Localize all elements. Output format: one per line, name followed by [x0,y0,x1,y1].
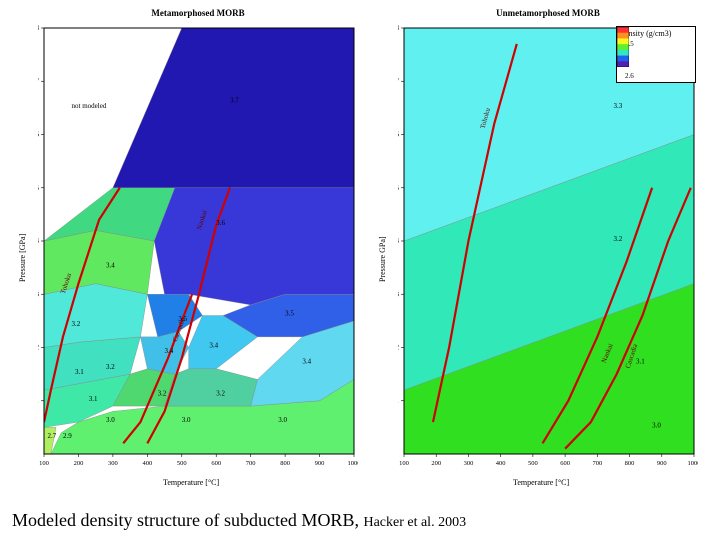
svg-text:3.2: 3.2 [106,363,115,371]
svg-text:3: 3 [398,290,400,298]
left-ylabel: Pressure [GPa] [18,234,27,282]
svg-text:7: 7 [398,77,400,85]
svg-text:5: 5 [398,184,400,192]
left-panel: Metamorphosed MORB TohokuCascadiaNankai2… [38,22,358,472]
svg-text:3.4: 3.4 [106,262,115,270]
svg-text:3.2: 3.2 [613,235,622,243]
svg-text:3.0: 3.0 [182,416,191,424]
svg-text:3.6: 3.6 [216,219,225,227]
svg-text:3.4: 3.4 [209,342,218,350]
left-title: Metamorphosed MORB [38,8,358,18]
svg-text:100: 100 [39,460,49,467]
right-ylabel: Pressure GPa] [378,236,387,282]
svg-text:3.2: 3.2 [158,389,167,397]
figure-container: Metamorphosed MORB TohokuCascadiaNankai2… [0,0,720,505]
caption-main: Modeled density structure of subducted M… [12,510,363,530]
svg-text:4: 4 [398,237,400,245]
svg-text:8: 8 [398,24,400,32]
svg-text:600: 600 [211,460,221,467]
svg-text:700: 700 [246,460,256,467]
svg-text:3.1: 3.1 [636,357,645,365]
svg-text:900: 900 [657,460,667,467]
svg-text:200: 200 [74,460,84,467]
svg-text:8: 8 [38,24,40,32]
svg-text:2: 2 [398,344,400,352]
svg-text:3.4: 3.4 [165,347,174,355]
svg-text:3.5: 3.5 [285,310,294,318]
svg-text:1000: 1000 [348,460,359,467]
right-panel: Unmetamorphosed MORB TohokuNankaiCascadi… [398,22,698,472]
svg-text:2: 2 [38,344,40,352]
right-plot: TohokuNankaiCascadia3.03.13.23.310020030… [398,22,698,472]
svg-text:500: 500 [528,460,538,467]
svg-text:7: 7 [38,77,40,85]
svg-text:400: 400 [496,460,506,467]
svg-text:800: 800 [280,460,290,467]
svg-text:100: 100 [399,460,409,467]
right-title: Unmetamorphosed MORB [398,8,698,18]
svg-text:3.1: 3.1 [75,368,84,376]
left-xlabel: Temperature [°C] [163,478,219,487]
left-plot: TohokuCascadiaNankai2.72.93.03.03.03.13.… [38,22,358,472]
svg-text:3.4: 3.4 [302,357,311,365]
legend-min: 2.6 [625,72,634,80]
slide-caption: Modeled density structure of subducted M… [12,510,466,531]
legend-colorbar [617,27,629,67]
svg-text:200: 200 [431,460,441,467]
svg-text:3.0: 3.0 [652,421,661,429]
svg-text:300: 300 [464,460,474,467]
svg-text:not modeled: not modeled [72,102,107,110]
svg-text:700: 700 [592,460,602,467]
svg-text:800: 800 [625,460,635,467]
svg-text:300: 300 [108,460,118,467]
right-xlabel: Temperature [°C] [513,478,569,487]
svg-text:500: 500 [177,460,187,467]
svg-text:2.7: 2.7 [47,432,56,440]
svg-text:1: 1 [398,397,400,405]
svg-text:3.2: 3.2 [72,320,81,328]
svg-text:3.0: 3.0 [278,416,287,424]
svg-text:6: 6 [38,131,40,139]
svg-text:1000: 1000 [688,460,699,467]
svg-text:3.1: 3.1 [89,395,98,403]
svg-text:4: 4 [38,237,40,245]
caption-ref: Hacker et al. 2003 [363,515,466,530]
svg-text:600: 600 [560,460,570,467]
svg-text:400: 400 [142,460,152,467]
density-legend: density (g/cm3) 3.5 2.6 [616,26,696,83]
svg-text:3.5: 3.5 [178,315,187,323]
svg-text:3.2: 3.2 [216,389,225,397]
svg-text:5: 5 [38,184,40,192]
svg-text:3.7: 3.7 [230,97,239,105]
svg-text:3.0: 3.0 [106,416,115,424]
svg-text:3: 3 [38,290,40,298]
legend-title: density (g/cm3) [621,29,691,38]
svg-text:900: 900 [315,460,325,467]
svg-text:6: 6 [398,131,400,139]
svg-text:1: 1 [38,397,40,405]
svg-text:3.3: 3.3 [613,102,622,110]
svg-text:2.9: 2.9 [63,432,72,440]
